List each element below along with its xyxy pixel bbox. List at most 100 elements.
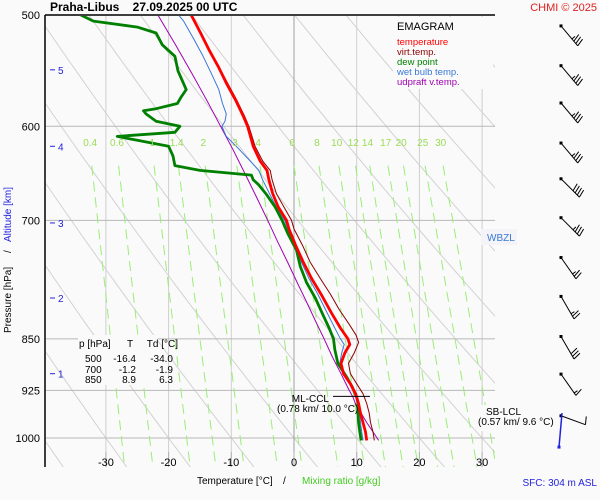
wind-barb-flag xyxy=(577,78,583,86)
wind-barb xyxy=(559,216,585,237)
mixing-ratio-line xyxy=(204,165,245,467)
y-axis-title-2: Altitude [km] xyxy=(3,187,14,242)
copyright: CHMI © 2025 xyxy=(530,2,597,14)
x-tick-label: -20 xyxy=(161,457,177,469)
dry-adiabat-line xyxy=(346,16,495,189)
wind-barb-staff xyxy=(560,217,580,237)
mixing-ratio-label: 4 xyxy=(255,138,261,149)
series-temperature-line xyxy=(190,16,369,441)
dry-adiabat-line xyxy=(0,15,4,474)
wind-barb-staff xyxy=(560,25,579,47)
dry-adiabat-line xyxy=(294,16,495,252)
sb-lcl-label: SB-LCL xyxy=(486,407,521,418)
wind-barb-flag xyxy=(573,352,581,360)
mixing-ratio-line xyxy=(236,165,278,467)
y-tick-label: 700 xyxy=(22,215,40,227)
legend-updraft: udpraft v.temp. xyxy=(397,77,460,88)
wind-barb xyxy=(559,334,581,360)
wind-barb xyxy=(559,256,582,280)
x-tick-label: 20 xyxy=(413,457,425,469)
chart-title: Praha-Libus 27.09.2025 00 UTC xyxy=(50,0,238,14)
mixing-ratio-label: 30 xyxy=(435,138,447,149)
wind-barb-staff xyxy=(560,257,577,280)
dry-adiabat-line xyxy=(140,16,495,454)
wind-barb xyxy=(559,24,583,47)
summary-row-td: 6.3 xyxy=(159,375,173,386)
wind-barb-half-flag xyxy=(572,226,577,231)
summary-table-bg xyxy=(78,335,158,385)
y-axis-title: Pressure [hPa] xyxy=(3,267,14,333)
y-tick-label: 925 xyxy=(22,385,40,397)
wind-barb xyxy=(559,414,587,426)
wind-barb-flag xyxy=(575,388,582,396)
summary-row-t: 8.9 xyxy=(122,375,136,386)
dry-adiabat-line xyxy=(46,265,191,467)
wind-barb xyxy=(559,141,583,164)
wind-barb-staff xyxy=(560,142,579,164)
dry-adiabat-line xyxy=(46,103,319,467)
y-tick-label: 600 xyxy=(22,121,40,133)
wind-barb-staff xyxy=(560,178,580,198)
wind-barb xyxy=(559,101,583,124)
wind-barb-flag xyxy=(575,113,582,121)
wind-barb-flag xyxy=(574,185,580,194)
wind-barb-half-flag xyxy=(571,153,576,157)
dry-adiabat-line xyxy=(243,16,495,317)
series-udpraft-v-temp-line xyxy=(157,16,380,441)
wind-barb-flag xyxy=(573,111,580,119)
y-tick-label: 500 xyxy=(22,10,40,22)
x-axis-sep: / xyxy=(283,476,286,487)
legend-dew-point: dew point xyxy=(397,57,438,68)
summary-header-p: p [hPa] xyxy=(79,339,111,350)
altitude-tick-label: 3 xyxy=(58,219,64,230)
wind-barb-staff xyxy=(560,65,579,86)
sfc-altitude: SFC: 304 m ASL xyxy=(523,478,598,489)
wind-barb-flag xyxy=(575,36,582,44)
summary-row-p: 700 xyxy=(85,365,102,376)
sb-lcl-bg xyxy=(476,405,556,431)
wind-barb-flag xyxy=(578,228,585,237)
wind-barb xyxy=(559,372,582,396)
wind-barb-flag xyxy=(577,155,583,164)
x-tick-label: 0 xyxy=(291,457,297,469)
mixing-ratio-label: 0.4 xyxy=(83,138,97,149)
wind-barb-half-flag xyxy=(573,390,578,394)
wbzl-bg xyxy=(481,229,517,245)
wind-barb-staff xyxy=(560,373,577,396)
legend-temperature: temperature xyxy=(397,37,448,48)
summary-row-t: -16.4 xyxy=(113,354,136,365)
summary-row-p: 500 xyxy=(85,354,102,365)
y-axis-sep: / xyxy=(3,250,14,253)
surface-dot xyxy=(557,445,561,449)
summary-row-t: -1.2 xyxy=(119,365,137,376)
wind-barb xyxy=(559,294,581,320)
wind-barb-flag xyxy=(573,151,580,159)
wbzl-label: WBZL xyxy=(487,233,515,244)
y-tick-label: 850 xyxy=(22,334,40,346)
wind-barb-flag xyxy=(575,76,582,84)
wind-barb-half-flag xyxy=(572,271,577,275)
mixing-ratio-label: 14 xyxy=(362,138,374,149)
mixing-ratio-label: 0.6 xyxy=(110,138,124,149)
mixing-ratio-line xyxy=(91,165,126,467)
legend-virt-temp: virt.temp. xyxy=(397,47,436,58)
wind-barb-staff xyxy=(560,336,575,360)
mixing-ratio-label: 8 xyxy=(314,138,320,149)
wind-barb-flag xyxy=(573,34,580,42)
wind-barb-flag xyxy=(576,187,582,196)
ml-ccl-value: (0.78 km/ 10.0 °C) xyxy=(277,404,358,415)
mixing-ratio-label: 1.4 xyxy=(170,138,184,149)
dry-adiabat-line xyxy=(46,441,64,467)
wind-barb-flag xyxy=(573,312,581,320)
dry-adiabat-line xyxy=(46,26,382,467)
mixing-ratio-line xyxy=(369,165,419,467)
mixing-ratio-label: 1 xyxy=(150,138,156,149)
x-axis-title: Temperature [°C] xyxy=(197,476,273,487)
mixing-ratio-label: 10 xyxy=(331,138,343,149)
mixing-ratio-label: 2 xyxy=(201,138,207,149)
dry-adiabat-line xyxy=(397,16,495,128)
mixing-ratio-label: 20 xyxy=(396,138,408,149)
altitude-tick-label: 5 xyxy=(58,66,64,77)
summary-header-t: T xyxy=(127,339,133,350)
wind-barb-flag xyxy=(574,224,580,233)
